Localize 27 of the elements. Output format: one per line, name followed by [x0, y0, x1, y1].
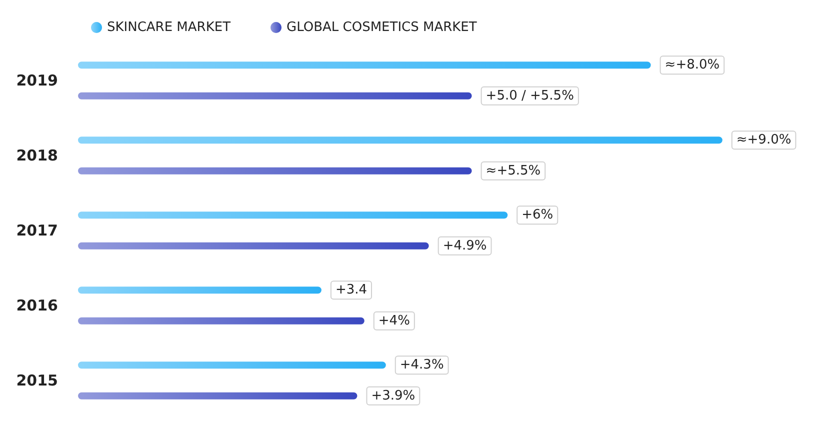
data-label: +4.3%: [400, 358, 444, 373]
bar: [78, 392, 358, 400]
y-tick-label: 2017: [16, 222, 58, 240]
bar: [78, 212, 508, 219]
bar: [78, 62, 651, 69]
data-label: +4%: [378, 313, 410, 328]
bar: [78, 167, 472, 174]
data-label: ≈+8.0%: [664, 58, 720, 73]
bar: [78, 242, 429, 250]
y-tick-label: 2015: [16, 372, 58, 390]
y-tick-label: 2019: [16, 72, 58, 90]
data-label: +6%: [522, 208, 554, 223]
legend-label: SKINCARE MARKET: [107, 20, 231, 35]
legend-label: GLOBAL COSMETICS MARKET: [286, 20, 477, 35]
bar: [78, 362, 386, 369]
y-tick-label: 2018: [16, 146, 58, 164]
data-label: ≈+9.0%: [736, 132, 792, 148]
y-tick-label: 2016: [16, 296, 58, 314]
bar: [78, 286, 322, 294]
data-label: +3.9%: [371, 388, 416, 404]
bar: [78, 317, 364, 324]
data-label: +4.9%: [442, 238, 487, 254]
bar: [78, 92, 472, 100]
data-label: ≈+5.5%: [486, 163, 541, 178]
data-label: +3.4: [335, 282, 368, 298]
bar: [78, 136, 722, 144]
data-label: +5.0 / +5.5%: [486, 88, 574, 104]
